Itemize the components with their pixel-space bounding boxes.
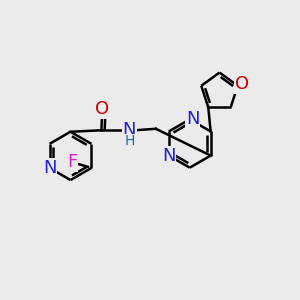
Text: O: O	[95, 100, 109, 118]
Text: N: N	[162, 147, 175, 165]
Text: N: N	[123, 121, 136, 139]
Text: F: F	[67, 153, 77, 171]
Text: N: N	[186, 110, 200, 128]
Text: O: O	[235, 75, 249, 93]
Text: H: H	[124, 134, 135, 148]
Text: N: N	[43, 159, 56, 177]
